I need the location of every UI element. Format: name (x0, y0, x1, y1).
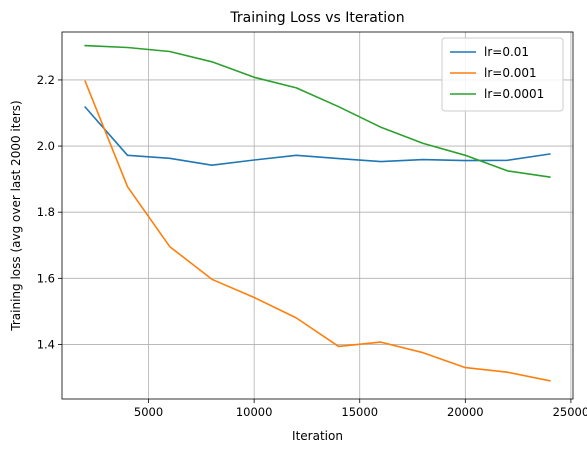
legend-label: lr=0.001 (484, 66, 537, 80)
legend: lr=0.01 lr=0.001 lr=0.0001 (441, 37, 564, 112)
x-tick-label: 20000 (447, 405, 484, 419)
x-axis-label: Iteration (292, 429, 343, 443)
legend-label: lr=0.01 (484, 45, 529, 59)
series-line-1 (84, 105, 551, 166)
y-tick-label: 2.0 (37, 139, 55, 153)
y-tick-label: 2.2 (37, 73, 55, 87)
y-axis-label: Training loss (avg over last 2000 iters) (9, 100, 23, 331)
y-tick-label: 1.4 (37, 337, 55, 351)
series-line-3 (84, 44, 551, 179)
chart-title: Training Loss vs Iteration (229, 10, 404, 26)
x-tick-label: 25000 (553, 405, 587, 419)
series-lines (84, 44, 551, 382)
legend-label: lr=0.0001 (484, 87, 544, 101)
axis-ticks: 5000 10000 15000 20000 25000 1.4 1.6 1.8 2.0 2.2 (37, 73, 587, 419)
y-tick-label: 1.8 (37, 205, 55, 219)
x-tick-label: 10000 (236, 405, 273, 419)
legend-box (441, 37, 564, 112)
x-tick-label: 5000 (134, 405, 163, 419)
series-line-2 (84, 80, 551, 382)
x-tick-label: 15000 (341, 405, 378, 419)
plot-frame (61, 31, 574, 400)
y-tick-label: 1.6 (37, 271, 55, 285)
